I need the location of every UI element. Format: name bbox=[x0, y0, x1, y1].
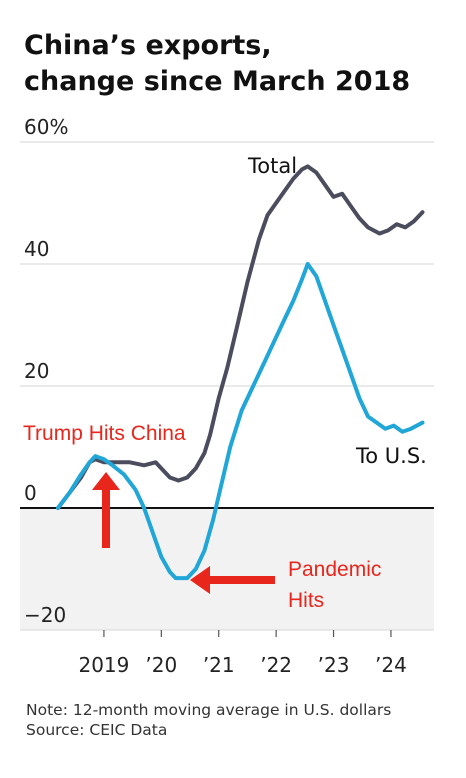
series-lines bbox=[56, 164, 425, 581]
y-tick-label: 40 bbox=[24, 237, 49, 261]
chart-title-line-1: China’s exports, bbox=[24, 30, 272, 61]
x-axis-labels: 2019 ’20 ’21 ’22 ’23 ’24 bbox=[78, 653, 406, 677]
x-tick-label: ’23 bbox=[318, 653, 350, 677]
x-tick-label: ’20 bbox=[145, 653, 177, 677]
x-axis-ticks bbox=[103, 630, 392, 637]
x-tick-label: ’24 bbox=[375, 653, 407, 677]
series-label-to-us: To U.S. bbox=[355, 444, 427, 468]
annotation-arrow-left bbox=[190, 566, 275, 594]
annotations: Trump Hits China Pandemic Hits bbox=[23, 422, 381, 612]
x-tick-label: 2019 bbox=[78, 653, 129, 677]
annotation-arrow-up bbox=[92, 472, 120, 548]
negative-region-background bbox=[20, 508, 434, 630]
chart-title-line-2: change since March 2018 bbox=[24, 66, 411, 97]
line-chart: 60% 40 20 0 −20 2019 ’20 ’21 ’22 ’23 ’24 Total To… bbox=[20, 115, 434, 677]
chart-title: China’s exports, change since March 2018 bbox=[24, 28, 444, 100]
annotation-pandemic-hits: Pandemic bbox=[288, 558, 381, 581]
y-axis-labels: 60% 40 20 0 −20 bbox=[24, 115, 68, 627]
series-label-total: Total bbox=[247, 154, 297, 178]
gridlines bbox=[20, 141, 434, 631]
annotation-pandemic-hits-line-2: Hits bbox=[288, 589, 324, 612]
note-text: Note: 12-month moving average in U.S. do… bbox=[26, 701, 392, 719]
source-text: Source: CEIC Data bbox=[26, 721, 168, 739]
x-tick-label: ’21 bbox=[203, 653, 235, 677]
x-tick-label: ’22 bbox=[260, 653, 292, 677]
negative-region-shading bbox=[20, 508, 434, 630]
series-line-to-us bbox=[56, 262, 425, 581]
series-labels: Total To U.S. bbox=[247, 154, 427, 468]
y-tick-label: 60% bbox=[24, 115, 68, 139]
series-line-total bbox=[56, 164, 425, 510]
y-tick-label: 20 bbox=[24, 359, 49, 383]
footnote: Note: 12-month moving average in U.S. do… bbox=[26, 700, 456, 740]
annotation-trump-hits-china: Trump Hits China bbox=[23, 422, 186, 445]
y-tick-label: −20 bbox=[24, 603, 66, 627]
y-tick-label: 0 bbox=[24, 481, 37, 505]
